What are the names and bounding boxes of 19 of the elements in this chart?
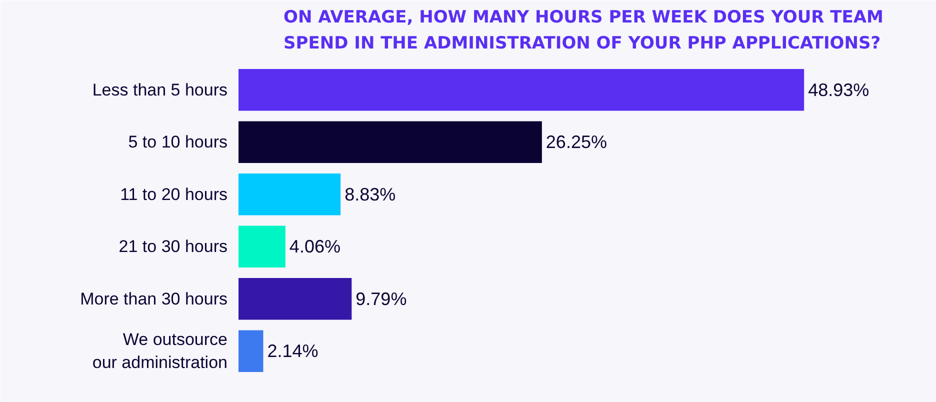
- y-tick-label: 5 to 10 hours: [128, 132, 228, 152]
- bar: [238, 278, 352, 320]
- y-tick-label: 21 to 30 hours: [118, 237, 228, 256]
- bar: [238, 173, 341, 216]
- bar: [238, 226, 286, 268]
- chart-title: ON AVERAGE, HOW MANY HOURS PER WEEK DOES YOUR TEAM SPEND IN THE ADMINISTRATION OF YOUR PHP APPLICATIONS?: [284, 8, 884, 54]
- data-label: 2.14%: [267, 341, 318, 362]
- bar: [238, 121, 542, 164]
- y-tick-label: We outsource our administration: [92, 330, 228, 372]
- y-tick-label: 11 to 20 hours: [120, 184, 228, 204]
- bar: [238, 68, 804, 111]
- bar: [238, 330, 264, 372]
- data-label: 4.06%: [289, 236, 340, 257]
- data-label: 8.83%: [344, 184, 396, 204]
- y-tick-label: Less than 5 hours: [92, 80, 228, 100]
- data-label: 9.79%: [356, 288, 407, 309]
- data-label: 48.93%: [808, 80, 870, 100]
- data-label: 26.25%: [546, 132, 607, 152]
- y-tick-label: More than 30 hours: [80, 289, 228, 308]
